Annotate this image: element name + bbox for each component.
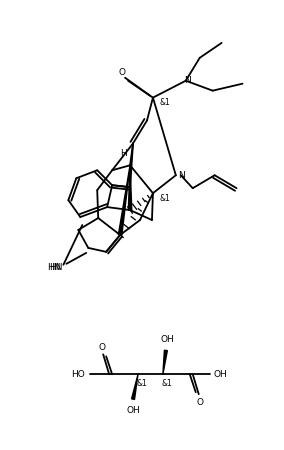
- Text: H: H: [120, 149, 126, 158]
- Text: &1: &1: [162, 379, 172, 388]
- Text: O: O: [99, 343, 106, 352]
- Text: HN: HN: [47, 263, 60, 272]
- Polygon shape: [163, 350, 167, 374]
- Text: &1: &1: [160, 98, 170, 107]
- Polygon shape: [118, 165, 130, 235]
- Text: OH: OH: [214, 370, 227, 379]
- Text: &1: &1: [137, 379, 147, 388]
- Polygon shape: [131, 374, 138, 400]
- Text: O: O: [196, 398, 203, 407]
- Polygon shape: [128, 165, 132, 210]
- Text: OH: OH: [126, 405, 140, 414]
- Text: &1: &1: [160, 194, 170, 202]
- Text: N: N: [178, 171, 185, 180]
- Text: N: N: [184, 76, 191, 85]
- Text: HN: HN: [49, 263, 62, 272]
- Text: OH: OH: [161, 335, 175, 344]
- Text: HO: HO: [72, 370, 85, 379]
- Text: O: O: [119, 68, 126, 77]
